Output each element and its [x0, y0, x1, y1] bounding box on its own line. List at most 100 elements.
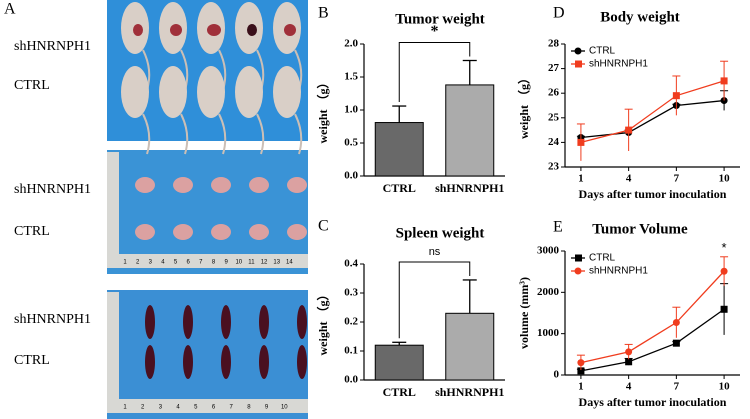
x-tick-label: 7	[674, 381, 680, 393]
y-tick-label: 0.3	[344, 287, 358, 299]
series-line	[580, 99, 725, 139]
panel-label: E	[553, 219, 563, 236]
y-tick-label: 0.0	[344, 170, 358, 182]
row-label: shHNRNPH1	[14, 312, 91, 327]
tumor	[207, 24, 221, 36]
ruler-number: 14	[286, 260, 293, 266]
ruler-number: 10	[235, 260, 242, 266]
ruler-number: 1	[123, 260, 127, 266]
x-tick-label: shHNRNPH1	[435, 385, 504, 399]
y-tick-label: 1000	[537, 327, 560, 339]
marker	[625, 126, 633, 134]
row-label: shHNRNPH1	[14, 39, 91, 54]
series-line	[580, 80, 725, 144]
bar	[445, 84, 495, 177]
panel-label: C	[318, 218, 329, 235]
mouse	[159, 66, 187, 118]
series-line	[580, 308, 725, 372]
ruler-number: 11	[248, 260, 255, 266]
x-tick-label: 7	[674, 173, 680, 185]
y-tick-label: 2.0	[344, 38, 358, 50]
y-axis-title: weight （g）	[315, 289, 330, 356]
tumor	[133, 24, 143, 36]
legend-label: CTRL	[589, 46, 616, 57]
legend-marker	[575, 60, 582, 68]
y-tick-label: 28	[548, 38, 560, 50]
mouse	[273, 66, 301, 118]
spleen	[259, 345, 269, 379]
marker	[625, 358, 633, 366]
y-tick-label: 0.4	[344, 258, 358, 270]
tumor	[284, 24, 296, 36]
tail	[142, 113, 151, 155]
ruler-number: 8	[247, 405, 251, 411]
ruler-number: 7	[199, 260, 203, 266]
x-tick-label: CTRL	[383, 181, 416, 195]
mouse	[121, 66, 149, 118]
spleen	[259, 305, 269, 339]
tumor	[247, 24, 257, 36]
tumor	[170, 24, 182, 36]
ruler-number: 5	[194, 405, 198, 411]
marker	[720, 267, 728, 275]
ruler	[107, 254, 308, 268]
mouse	[197, 66, 225, 118]
ruler	[107, 399, 308, 413]
marker	[577, 359, 585, 367]
chart-title: Spleen weight	[396, 225, 485, 241]
significance-bracket	[398, 42, 471, 103]
row-label: CTRL	[14, 224, 50, 239]
y-axis-title: weight （g）	[315, 77, 330, 144]
tumor	[287, 177, 307, 193]
y-tick-label: 27	[548, 62, 560, 74]
y-tick-label: 25	[548, 111, 560, 123]
x-axis-title: Days after tumor inoculation	[579, 395, 727, 409]
spleen	[145, 345, 155, 379]
x-tick-label: CTRL	[383, 385, 416, 399]
tumor	[173, 224, 193, 240]
ruler-number: 4	[176, 405, 180, 411]
chart-title: Tumor Volume	[592, 221, 688, 237]
spleen	[183, 305, 193, 339]
y-tick-label: 2000	[537, 286, 560, 298]
ruler-number: 3	[159, 405, 163, 411]
marker	[672, 339, 680, 347]
ruler	[107, 152, 119, 268]
tumor	[249, 177, 269, 193]
ruler-number: 6	[187, 260, 191, 266]
y-tick-label: 23	[548, 161, 560, 173]
legend-label: CTRL	[589, 253, 616, 264]
ruler-number: 9	[265, 405, 269, 411]
panel-label: A	[4, 1, 16, 18]
panel-label: B	[318, 5, 329, 22]
series-line	[580, 270, 725, 364]
marker	[720, 305, 728, 313]
ruler-number: 1	[123, 405, 127, 411]
y-tick-label: 1.5	[344, 71, 358, 83]
row-label: CTRL	[14, 353, 50, 368]
row-label: CTRL	[14, 78, 50, 93]
tumor	[135, 224, 155, 240]
tail	[218, 113, 227, 155]
ruler-number: 3	[149, 260, 153, 266]
tumor	[211, 177, 231, 193]
spleen	[221, 345, 231, 379]
ruler-number: 8	[212, 260, 216, 266]
x-tick-label: 4	[626, 173, 632, 185]
significance-bracket	[398, 261, 471, 339]
ruler-number: 5	[174, 260, 178, 266]
annotation: ns	[429, 246, 441, 258]
legend-marker	[574, 267, 582, 275]
x-tick-label: 1	[578, 381, 584, 393]
annotation: *	[431, 23, 439, 40]
y-tick-label: 0.1	[344, 345, 358, 357]
y-tick-label: 0	[554, 369, 560, 381]
ruler	[107, 292, 119, 413]
y-tick-label: 26	[548, 87, 560, 99]
ruler-number: 9	[224, 260, 228, 266]
photo	[107, 150, 308, 274]
y-axis-title: weight （g）	[516, 72, 531, 139]
tail	[294, 113, 303, 155]
bar	[445, 312, 495, 381]
spleen	[221, 305, 231, 339]
